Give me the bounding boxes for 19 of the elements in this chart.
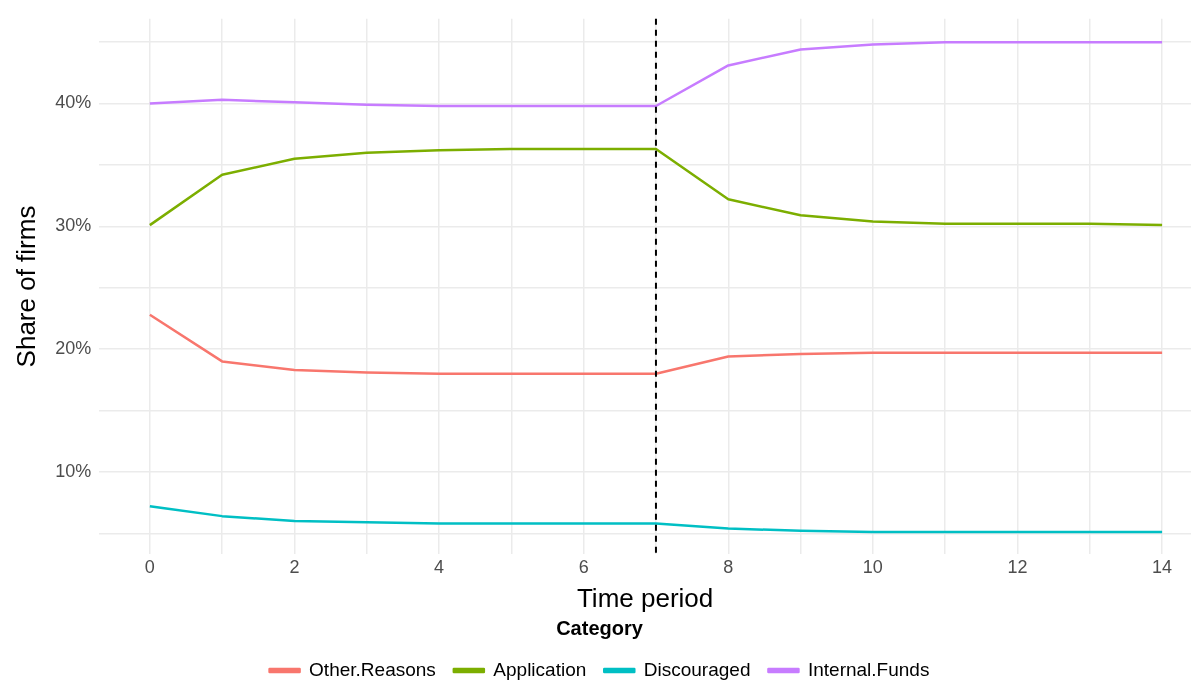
x-tick-label: 2 (289, 556, 300, 577)
legend-label: Discouraged (643, 658, 751, 680)
y-tick-label: 30% (55, 215, 92, 236)
legend-label: Application (493, 658, 587, 680)
legend-title: Category (556, 616, 644, 639)
y-tick-label: 40% (55, 92, 92, 113)
x-tick-label: 12 (1007, 556, 1028, 577)
x-axis-title: Time period (576, 582, 714, 613)
x-tick-label: 14 (1152, 556, 1173, 577)
y-axis-title: Share of firms (10, 205, 41, 368)
x-tick-label: 10 (862, 556, 883, 577)
x-tick-label: 0 (144, 556, 155, 577)
legend-label: Other.Reasons (309, 658, 436, 680)
x-tick-label: 6 (578, 556, 589, 577)
y-tick-label: 10% (55, 460, 92, 481)
x-tick-label: 4 (434, 556, 445, 577)
y-tick-label: 20% (55, 338, 92, 359)
legend-label: Internal.Funds (807, 658, 930, 680)
x-tick-label: 8 (723, 556, 734, 577)
